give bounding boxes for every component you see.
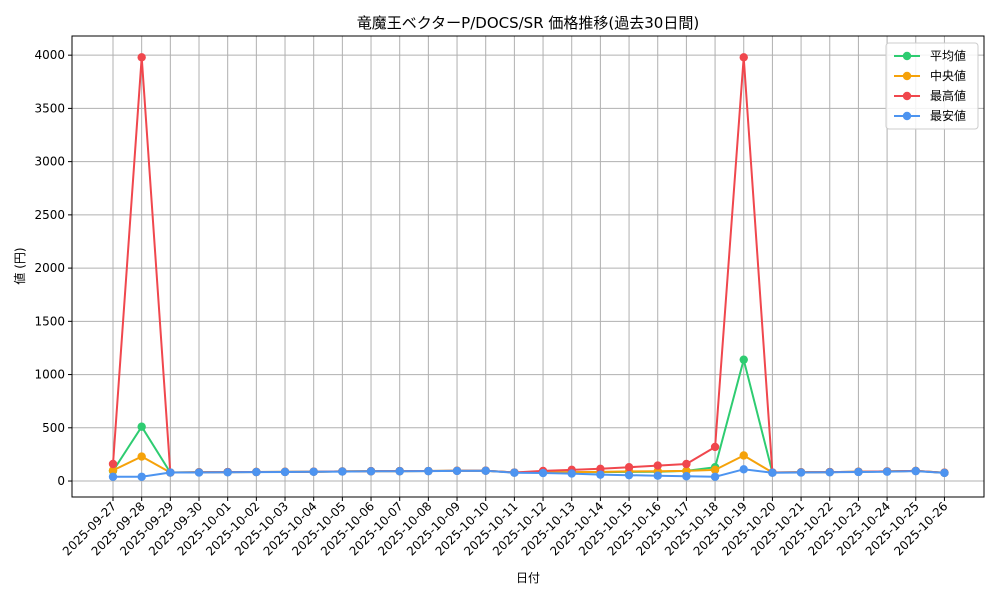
- legend-swatch-marker: [902, 91, 912, 101]
- data-point: [567, 469, 576, 478]
- data-point: [366, 467, 376, 476]
- data-point: [166, 468, 175, 477]
- data-point: [710, 442, 720, 452]
- legend-item: 最安値: [894, 108, 966, 123]
- grid: [72, 36, 984, 497]
- data-point: [338, 467, 347, 476]
- data-point: [825, 468, 834, 477]
- data-point: [481, 466, 490, 476]
- data-point: [596, 464, 605, 473]
- data-point: [252, 467, 261, 477]
- y-axis: 0 500 1000 1500 2000 2500 3000 3500 4000: [34, 48, 72, 488]
- data-point: [882, 467, 892, 476]
- data-point: [624, 462, 634, 472]
- series-2: [108, 53, 949, 477]
- data-point: [739, 465, 748, 474]
- data-point: [108, 466, 118, 475]
- data-point: [137, 53, 146, 62]
- x-axis-title: 日付: [516, 571, 540, 585]
- data-point: [596, 470, 605, 479]
- legend-frame: [885, 42, 979, 130]
- data-point: [137, 472, 146, 481]
- legend-swatch-marker: [902, 111, 912, 121]
- y-tick-label: 3000: [34, 155, 65, 169]
- data-point: [739, 355, 748, 364]
- data-point: [452, 466, 462, 476]
- data-point: [768, 468, 777, 477]
- data-point: [395, 467, 404, 476]
- x-axis: 2025-09-272025-09-282025-09-292025-09-30…: [60, 497, 951, 558]
- data-point: [710, 472, 720, 481]
- series-line: [112, 454, 945, 474]
- data-point: [137, 452, 146, 461]
- legend-label: 最安値: [930, 108, 966, 123]
- data-point: [940, 468, 949, 478]
- data-point: [510, 468, 519, 477]
- data-point: [854, 467, 863, 477]
- data-point: [682, 472, 691, 481]
- y-tick-label: 2000: [34, 261, 65, 275]
- series-0: [108, 355, 949, 477]
- legend-item: 中央値: [894, 68, 966, 83]
- data-point: [424, 466, 433, 476]
- data-point: [653, 461, 662, 470]
- data-point: [911, 466, 920, 476]
- legend-label: 最高値: [930, 88, 966, 103]
- data-point: [108, 459, 118, 469]
- data-point: [739, 53, 748, 62]
- legend-swatch-marker: [902, 71, 912, 81]
- data-point: [796, 468, 806, 477]
- y-tick-label: 3500: [34, 101, 65, 115]
- series-line: [112, 358, 945, 474]
- data-point: [739, 451, 748, 460]
- series-3: [108, 465, 949, 481]
- y-tick-label: 2500: [34, 208, 65, 222]
- data-point: [280, 467, 290, 477]
- y-tick-label: 1000: [34, 368, 65, 382]
- plot-area: [71, 35, 985, 498]
- series-line: [112, 56, 945, 474]
- data-point: [223, 468, 232, 477]
- y-axis-title: 値 (円): [12, 247, 27, 284]
- chart-title: 竜魔王ベクターP/DOCS/SR 価格推移(過去30日間): [357, 14, 699, 32]
- data-point: [137, 422, 146, 431]
- data-point: [653, 471, 662, 480]
- legend-item: 最高値: [894, 88, 966, 103]
- y-tick-label: 500: [42, 421, 65, 435]
- data-point: [538, 468, 548, 478]
- legend-label: 中央値: [930, 68, 966, 83]
- legend-item: 平均値: [894, 48, 966, 63]
- y-tick-label: 0: [57, 474, 65, 488]
- data-point: [682, 459, 691, 469]
- data-point: [108, 472, 118, 481]
- y-tick-label: 4000: [34, 48, 65, 62]
- y-tick-label: 1500: [34, 314, 65, 328]
- series-line: [113, 468, 945, 478]
- data-point: [194, 468, 204, 477]
- series-layer: [108, 53, 949, 481]
- legend-label: 平均値: [930, 48, 966, 63]
- data-point: [309, 467, 318, 476]
- legend-swatch-marker: [902, 51, 912, 61]
- data-point: [624, 470, 634, 480]
- data-point: [710, 465, 720, 475]
